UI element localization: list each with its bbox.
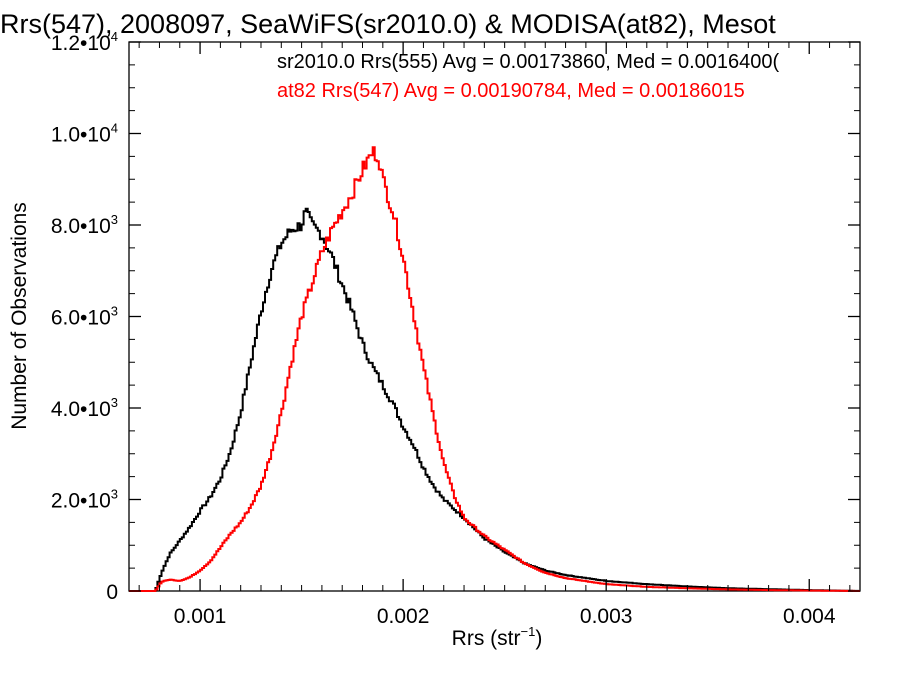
plot-frame xyxy=(128,41,861,592)
y-tick-label: 1.0•104 xyxy=(51,121,118,147)
x-tick-label: 0.004 xyxy=(783,605,836,628)
y-tick-label: 0 xyxy=(106,581,118,604)
legend: sr2010.0 Rrs(555) Avg = 0.00173860, Med … xyxy=(277,51,780,102)
chart-title: Rrs(547), 2008097, SeaWiFS(sr2010.0) & M… xyxy=(0,9,776,39)
x-axis-label-base: Rrs (str xyxy=(452,627,521,650)
series-layer xyxy=(129,146,860,592)
x-tick-label: 0.003 xyxy=(580,605,633,628)
y-tick-label: 6.0•103 xyxy=(51,304,118,330)
x-axis-label: Rrs (str−1) xyxy=(452,624,543,650)
series-line-at82 xyxy=(129,146,860,592)
y-axis-label: Number of Observations xyxy=(8,202,31,430)
y-tick-label: 2.0•103 xyxy=(51,487,118,513)
legend-entry-at82: at82 Rrs(547) Avg = 0.00190784, Med = 0.… xyxy=(277,80,745,102)
x-tick-label: 0.001 xyxy=(174,605,227,628)
y-axis: 0 2.0•103 4.0•103 6.0•103 8.0•103 1.0•104 1.2•… xyxy=(51,29,860,604)
y-tick-label: 1.2•104 xyxy=(51,29,118,55)
legend-entry-sr2010: sr2010.0 Rrs(555) Avg = 0.00173860, Med … xyxy=(277,51,780,73)
x-axis: 0.001 0.002 0.003 0.004 xyxy=(138,42,851,628)
x-tick-label: 0.002 xyxy=(377,605,430,628)
y-tick-label: 8.0•103 xyxy=(51,212,118,238)
series-line-sr2010 xyxy=(129,207,860,592)
x-axis-label-close: ) xyxy=(535,627,542,650)
y-tick-label: 4.0•103 xyxy=(51,395,118,421)
plot-area xyxy=(128,41,861,592)
x-axis-label-exponent: −1 xyxy=(521,624,536,639)
